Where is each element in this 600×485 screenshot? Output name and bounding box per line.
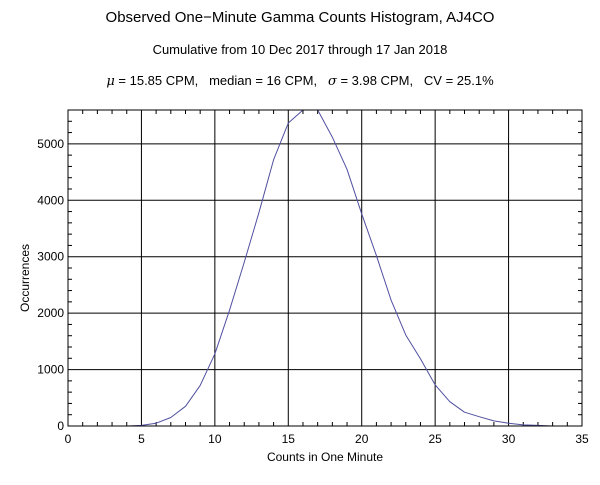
y-tick-label: 5000: [37, 137, 64, 151]
x-tick-label: 35: [575, 432, 589, 446]
x-tick-label: 25: [428, 432, 442, 446]
chart-subtitle: Cumulative from 10 Dec 2017 through 17 J…: [152, 42, 448, 57]
chart-stats: μ = 15.85 CPM, median = 16 CPM, σ = 3.98…: [0, 73, 600, 89]
y-tick-label: 0: [57, 419, 64, 433]
y-axis-label: Occurrences: [18, 244, 32, 312]
x-axis-label: Counts in One Minute: [267, 450, 383, 464]
minor-tick-layer: [68, 109, 582, 426]
x-tick-label: 0: [65, 432, 72, 446]
series-layer: [97, 109, 568, 427]
x-tick-label: 30: [502, 432, 516, 446]
y-tick-label: 2000: [37, 306, 64, 320]
chart-title: Observed One−Minute Gamma Counts Histogr…: [105, 9, 495, 26]
y-tick-label: 1000: [37, 363, 64, 377]
grid-layer: [68, 110, 582, 426]
y-tick-label: 3000: [37, 250, 64, 264]
mean-symbol: μ: [106, 74, 115, 89]
x-tick-label: 20: [355, 432, 369, 446]
series-line-0: [97, 109, 568, 427]
x-tick-label: 15: [282, 432, 296, 446]
plot-frame: [67, 109, 583, 427]
x-tick-label: 5: [138, 432, 145, 446]
y-tick-label: 4000: [37, 193, 64, 207]
mean-median-text: = 15.85 CPM, median = 16 CPM,: [114, 73, 328, 88]
x-tick-label: 10: [208, 432, 222, 446]
sigma-symbol: σ: [327, 74, 337, 89]
sigma-cv-text: = 3.98 CPM, CV = 25.1%: [336, 73, 494, 88]
tick-label-layer: 0 5 10 15 20 25 30 35 0 1000 2000 3000 4000 5000: [37, 137, 589, 446]
